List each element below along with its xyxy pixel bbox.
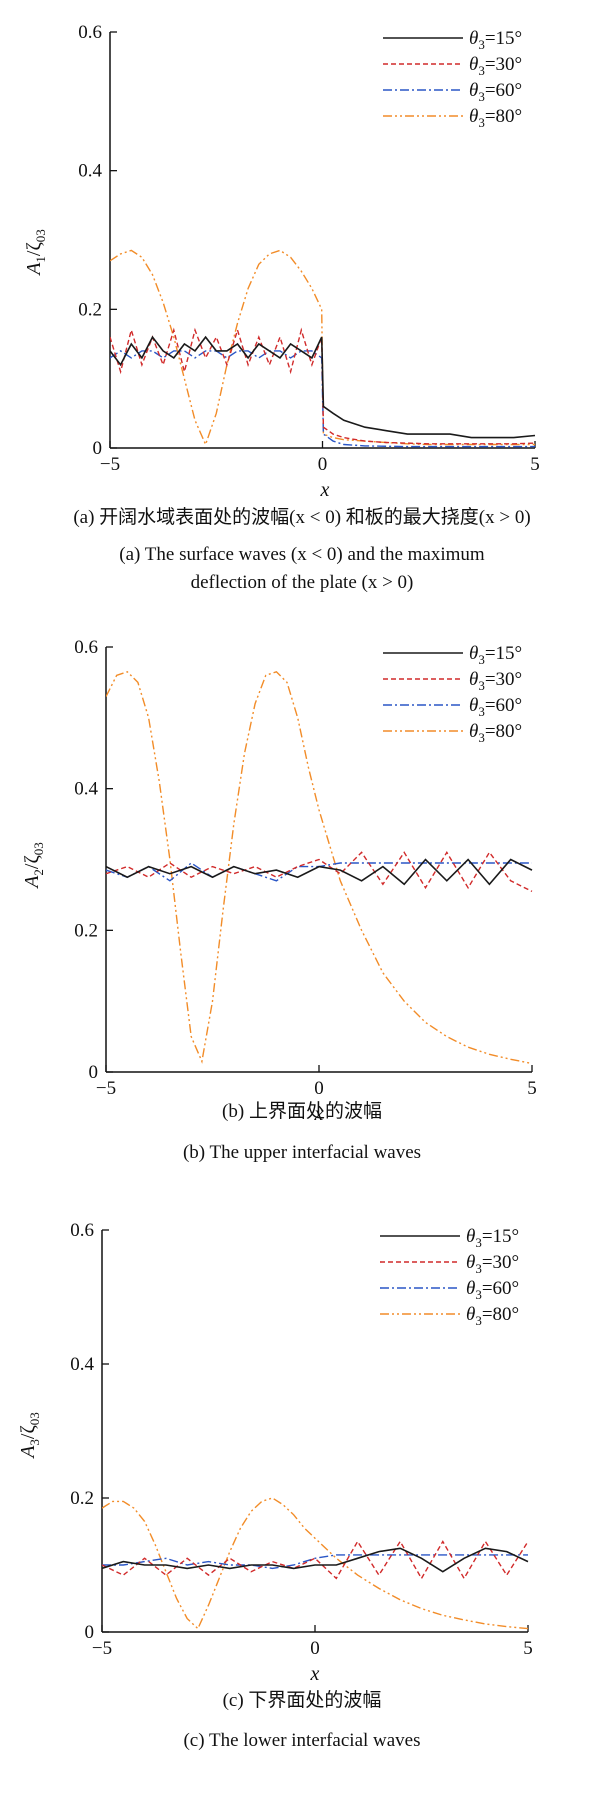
legend-label: θ3=30° — [466, 1252, 519, 1276]
series-line-theta-80 — [102, 1497, 529, 1630]
legend-label: θ3=30° — [469, 54, 522, 78]
series-line-theta-60 — [102, 1554, 528, 1570]
chart-panel-b: 0 0.2 0.4 0.6 −5 0 5 x A2/ζ03 θ3=15° θ3=30° θ3=60° θ… — [0, 620, 604, 1140]
legend-label: θ3=60° — [466, 1278, 519, 1302]
legend-label: θ3=80° — [466, 1304, 519, 1328]
y-tick-label: 0.6 — [70, 1220, 94, 1241]
chart-c: 00.20.40.6−5 0 5xA3/ζ03θ3=15°θ3=30°θ3=60°θ… — [17, 1220, 533, 1685]
x-tick-label: 0 — [310, 1638, 320, 1659]
x-tick-label: −5 — [96, 1078, 116, 1099]
legend-label: θ3=80° — [469, 106, 522, 130]
legend-label: θ3=60° — [469, 695, 522, 719]
y-tick-label: 0 — [85, 1622, 95, 1643]
y-axis-label: A2/ζ03 — [21, 842, 46, 890]
svg-text:A2/ζ03: A2/ζ03 — [21, 842, 46, 890]
x-tick-label: 5 — [527, 1078, 537, 1099]
legend-label: θ3=80° — [469, 721, 522, 745]
x-axis-label: x — [314, 1103, 324, 1125]
y-tick-label: 0.6 — [74, 637, 98, 658]
caption-a-cn: (a) 开阔水域表面处的波幅(x < 0) 和板的最大挠度(x > 0) — [73, 507, 531, 528]
legend-label: θ3=15° — [466, 1226, 519, 1250]
x-axis-label: x — [310, 1663, 320, 1685]
caption-a-en-line2: deflection of the plate (x > 0) — [190, 572, 414, 593]
series-line-theta-30 — [102, 1540, 529, 1580]
caption-a-en-line1: (a) The surface waves (x < 0) and the ma… — [119, 544, 485, 565]
legend: θ3=15°θ3=30°θ3=60°θ3=80° — [380, 1226, 519, 1328]
y-tick-label: 0.4 — [70, 1354, 94, 1375]
series-line-theta-80 — [106, 671, 533, 1065]
x-tick-label: 0 — [314, 1078, 324, 1099]
series-line-theta-30 — [106, 851, 533, 893]
y-axis-label: A3/ζ03 — [17, 1412, 42, 1460]
y-axis-label: A1/ζ03 — [23, 229, 48, 277]
y-tick-label: 0.4 — [78, 161, 102, 182]
series-line-theta-15 — [106, 858, 533, 886]
y-tick-label: 0.2 — [74, 920, 98, 941]
svg-text:A1/ζ03: A1/ζ03 — [23, 229, 48, 277]
caption-c-en: (c) The lower interfacial waves — [183, 1730, 421, 1751]
series-line-theta-15 — [102, 1547, 529, 1573]
x-tick-label: 0 — [318, 454, 328, 475]
caption-b-en: (b) The upper interfacial waves — [182, 1142, 422, 1163]
x-tick-label: −5 — [100, 454, 120, 475]
x-axis-label: x — [320, 479, 330, 500]
x-tick-label: 5 — [523, 1638, 533, 1659]
y-tick-label: 0.4 — [74, 779, 98, 800]
legend-label: θ3=30° — [469, 669, 522, 693]
chart-a: 00.20.40.6−5 0 5xA1/ζ03θ3=15°θ3=30°θ3=60°θ… — [23, 22, 540, 500]
y-tick-label: 0.6 — [78, 22, 102, 43]
y-tick-label: 0 — [93, 438, 103, 459]
series-line-theta-60 — [106, 862, 532, 882]
caption-c-cn: (c) 下界面处的波幅 — [222, 1690, 382, 1711]
y-tick-label: 0.2 — [70, 1488, 94, 1509]
chart-panel-a: 0 0.2 0.4 0.6 −5 0 5 x A1/ζ03 θ3=15° θ3=30° θ3=60° θ… — [0, 0, 604, 500]
series-line-theta-15 — [110, 335, 536, 439]
legend: θ3=15°θ3=30°θ3=60°θ3=80° — [383, 643, 522, 745]
caption-b-cn: (b) 上界面处的波幅 — [222, 1101, 382, 1122]
svg-text:A3/ζ03: A3/ζ03 — [17, 1412, 42, 1460]
chart-panel-c: 0 0.2 0.4 0.6 −5 0 5 x A3/ζ03 θ3=15° θ3=30° θ3=60° θ… — [0, 1190, 604, 1710]
legend: θ3=15°θ3=30°θ3=60°θ3=80° — [383, 28, 522, 130]
x-tick-label: 5 — [530, 454, 540, 475]
legend-label: θ3=15° — [469, 643, 522, 667]
y-tick-label: 0.2 — [78, 299, 102, 320]
legend-label: θ3=15° — [469, 28, 522, 52]
chart-b: 00.20.40.6−5 0 5xA2/ζ03θ3=15°θ3=30°θ3=60°θ… — [21, 637, 537, 1125]
legend-label: θ3=60° — [469, 80, 522, 104]
x-tick-label: −5 — [92, 1638, 112, 1659]
y-tick-label: 0 — [89, 1062, 99, 1083]
